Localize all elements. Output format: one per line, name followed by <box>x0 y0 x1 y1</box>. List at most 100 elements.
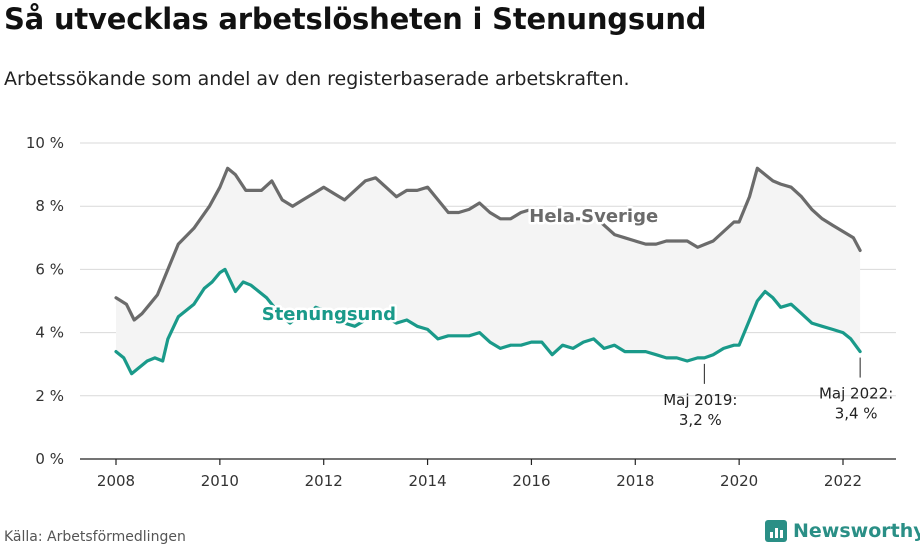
data-point-hela-sverige <box>447 211 450 214</box>
data-point-stenungsund <box>353 325 357 328</box>
data-point-hela-sverige <box>280 198 284 202</box>
data-point-stenungsund <box>270 302 273 306</box>
data-point-hela-sverige <box>270 179 273 183</box>
data-point-stenungsund <box>582 340 585 344</box>
x-tick-label: 2010 <box>201 472 239 490</box>
data-point-stenungsund <box>831 328 834 331</box>
data-point-hela-sverige <box>561 217 564 221</box>
data-point-hela-sverige <box>623 236 627 239</box>
data-point-stenungsund <box>488 340 492 344</box>
data-point-hela-sverige <box>858 249 862 252</box>
annotation-label: Maj 2019: <box>663 391 737 409</box>
data-point-stenungsund <box>821 325 824 328</box>
data-point-stenungsund <box>210 280 214 284</box>
data-point-hela-sverige <box>644 242 647 246</box>
data-point-stenungsund <box>184 309 188 312</box>
data-point-stenungsund <box>374 312 377 315</box>
data-point-hela-sverige <box>686 239 689 243</box>
data-point-hela-sverige <box>654 242 658 246</box>
data-point-hela-sverige <box>592 214 595 217</box>
data-point-stenungsund <box>696 356 699 360</box>
data-point-stenungsund <box>849 337 852 341</box>
data-point-stenungsund <box>192 302 196 306</box>
data-point-stenungsund <box>138 366 141 369</box>
data-point-hela-sverige <box>737 220 741 224</box>
data-point-stenungsund <box>145 359 149 363</box>
band-layer <box>116 168 861 374</box>
y-tick-label: 8 % <box>35 197 64 215</box>
annotation-label: Maj 2022: <box>819 385 893 403</box>
data-point-hela-sverige <box>436 198 440 202</box>
data-point-stenungsund <box>436 337 440 341</box>
x-tick-label: 2016 <box>512 472 550 490</box>
data-point-hela-sverige <box>732 220 736 224</box>
data-point-hela-sverige <box>374 176 377 179</box>
data-point-stenungsund <box>602 347 606 350</box>
data-point-stenungsund <box>364 318 367 322</box>
data-point-hela-sverige <box>322 186 325 189</box>
data-point-hela-sverige <box>675 239 679 243</box>
data-point-stenungsund <box>800 312 803 315</box>
data-point-stenungsund <box>177 315 180 318</box>
data-point-stenungsund <box>257 290 261 293</box>
data-point-hela-sverige <box>530 208 533 211</box>
data-point-hela-sverige <box>218 186 222 189</box>
data-point-stenungsund <box>153 356 157 360</box>
data-point-hela-sverige <box>634 239 637 243</box>
x-tick-label: 2008 <box>97 472 135 490</box>
data-point-hela-sverige <box>704 242 707 246</box>
data-point-hela-sverige <box>499 217 502 221</box>
data-point-stenungsund <box>223 268 227 271</box>
data-point-hela-sverige <box>364 179 367 183</box>
data-point-stenungsund <box>571 347 575 350</box>
y-tick-label: 6 % <box>35 260 64 278</box>
data-point-hela-sverige <box>711 239 715 243</box>
data-point-hela-sverige <box>426 186 429 189</box>
data-point-stenungsund <box>114 350 118 353</box>
data-point-stenungsund <box>203 287 206 290</box>
data-point-hela-sverige <box>177 242 180 246</box>
data-point-stenungsund <box>644 350 647 353</box>
page-title: Så utvecklas arbetslösheten i Stenungsun… <box>4 2 707 36</box>
data-point-stenungsund <box>322 309 325 312</box>
x-tick-label: 2018 <box>616 472 654 490</box>
data-point-stenungsund <box>499 347 502 350</box>
data-point-stenungsund <box>130 372 133 375</box>
brand[interactable]: Newsworthy <box>765 520 920 542</box>
data-point-stenungsund <box>654 353 658 356</box>
data-point-hela-sverige <box>405 189 408 192</box>
series-label-hela-sverige: Hela Sverige <box>529 206 658 227</box>
data-point-hela-sverige <box>244 189 248 192</box>
data-point-hela-sverige <box>665 239 668 243</box>
y-tick-label: 2 % <box>35 387 64 405</box>
data-point-stenungsund <box>737 344 741 347</box>
data-point-stenungsund <box>841 331 845 334</box>
data-point-hela-sverige <box>192 227 196 230</box>
data-point-stenungsund <box>447 334 450 337</box>
y-tick-label: 10 % <box>26 134 64 152</box>
data-point-stenungsund <box>771 296 775 300</box>
data-point-hela-sverige <box>114 296 118 300</box>
data-point-stenungsund <box>415 325 419 328</box>
data-point-stenungsund <box>249 284 253 287</box>
data-point-stenungsund <box>314 306 318 309</box>
data-point-hela-sverige <box>602 223 606 227</box>
data-point-hela-sverige <box>395 195 398 198</box>
data-point-hela-sverige <box>415 189 419 192</box>
brand-name: Newsworthy <box>793 520 920 542</box>
data-point-hela-sverige <box>234 173 237 176</box>
gap-band <box>116 168 861 374</box>
data-point-hela-sverige <box>312 192 315 195</box>
data-point-stenungsund <box>540 340 544 344</box>
data-point-hela-sverige <box>291 205 294 208</box>
data-point-hela-sverige <box>226 167 229 170</box>
data-point-stenungsund <box>530 340 533 344</box>
data-point-hela-sverige <box>800 195 803 198</box>
source-note: Källa: Arbetsförmedlingen <box>4 529 186 545</box>
data-point-stenungsund <box>686 359 689 363</box>
data-point-hela-sverige <box>763 173 767 176</box>
data-point-hela-sverige <box>148 302 151 306</box>
data-point-stenungsund <box>703 356 706 360</box>
data-point-hela-sverige <box>488 211 492 214</box>
